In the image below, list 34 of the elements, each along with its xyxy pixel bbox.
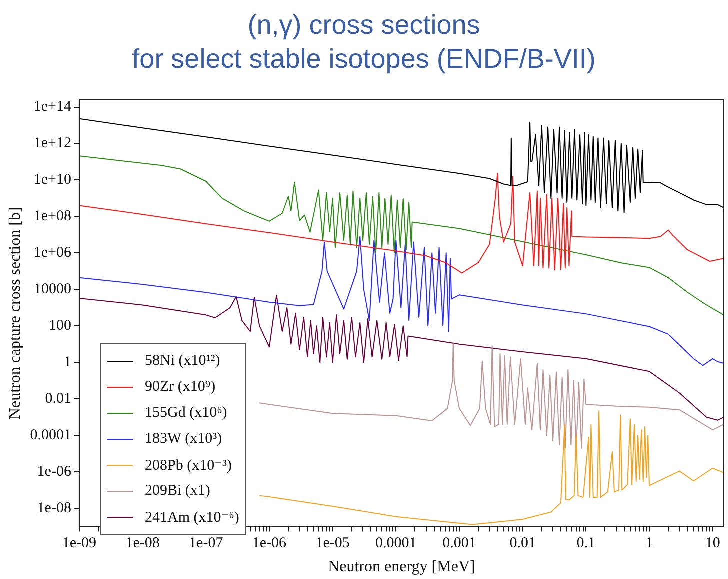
y-tick-label: 1e+10 xyxy=(34,172,72,188)
legend-label: 155Gd (x10⁶) xyxy=(145,404,228,422)
y-tick-label: 1e+06 xyxy=(34,245,72,262)
legend-label: 183W (x10³) xyxy=(145,430,222,448)
x-tick-label: 0.0001 xyxy=(376,536,417,552)
y-tick-label: 0.01 xyxy=(45,391,72,408)
y-tick-label: 10000 xyxy=(34,282,72,298)
x-tick-label: 0.01 xyxy=(510,536,536,552)
chart-title: (n,γ) cross sections xyxy=(246,9,482,42)
x-tick-label: 0.1 xyxy=(576,536,596,552)
x-tick-label: 1e-09 xyxy=(62,536,97,552)
legend-label: 58Ni (x10¹²) xyxy=(145,352,220,370)
chart-subtitle: for select stable isotopes (ENDF/B-VII) xyxy=(131,43,597,76)
legend-label: 208Pb (x10⁻³) xyxy=(145,456,232,474)
y-tick-label: 1e+12 xyxy=(34,136,72,152)
x-tick-label: 10 xyxy=(705,536,720,552)
x-tick-label: 1e-05 xyxy=(316,536,350,552)
x-axis-title: Neutron energy [MeV] xyxy=(328,558,476,576)
x-tick-label: 0.001 xyxy=(442,536,476,552)
legend-label: 241Am (x10⁻⁶) xyxy=(145,508,240,526)
x-tick-label: 1 xyxy=(646,536,654,552)
y-axis-title: Neutron capture cross section [b] xyxy=(6,207,24,420)
x-tick-label: 1e-08 xyxy=(126,536,160,552)
y-tick-label: 1e-08 xyxy=(37,500,72,516)
y-tick-label: 1e+14 xyxy=(34,99,72,116)
legend-label: 90Zr (x10⁹) xyxy=(145,378,216,396)
x-tick-label: 1e-07 xyxy=(189,536,224,552)
x-tick-label: 1e-06 xyxy=(252,536,288,552)
y-tick-label: 100 xyxy=(48,318,72,334)
legend-label: 209Bi (x1) xyxy=(145,482,210,500)
y-tick-label: 0.0001 xyxy=(30,428,72,444)
y-tick-label: 1 xyxy=(64,354,72,371)
y-tick-label: 1e+08 xyxy=(34,208,72,225)
y-tick-label: 1e-06 xyxy=(37,464,72,480)
